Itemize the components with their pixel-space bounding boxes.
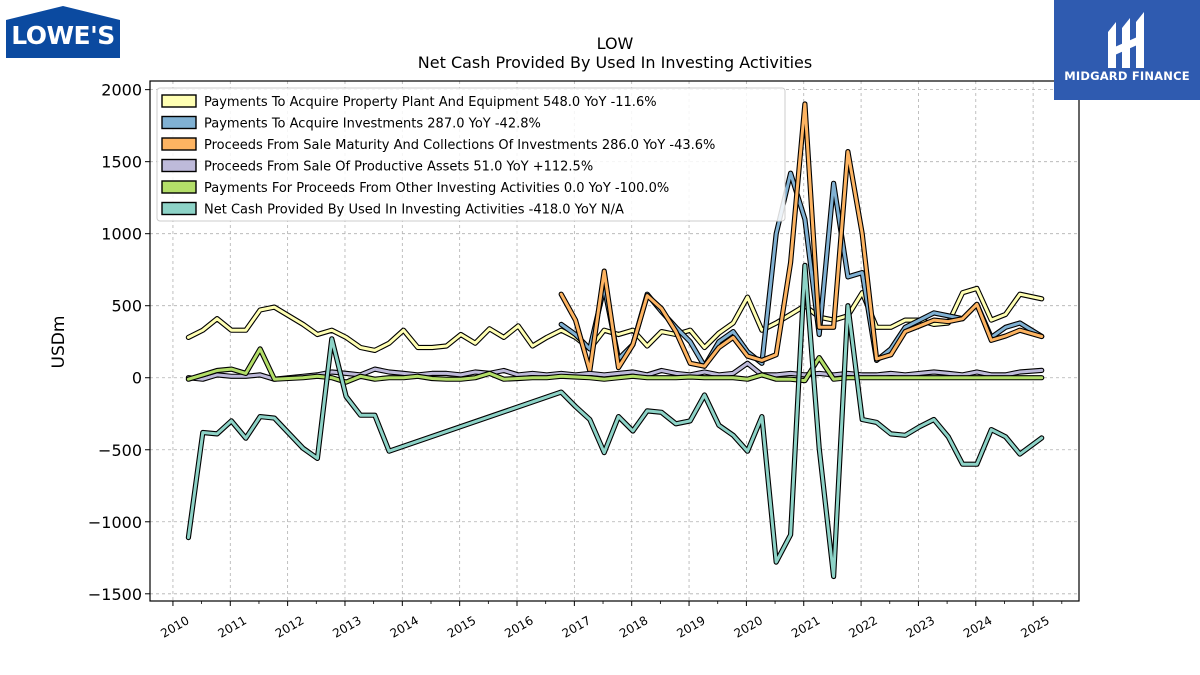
legend-entry: Payments To Acquire Investments 287.0 Yo…	[204, 117, 541, 132]
y-axis-label: USDm	[49, 316, 69, 369]
series-outline	[185, 262, 1045, 580]
legend-box	[156, 87, 786, 222]
y-tick-label: −500	[98, 441, 142, 460]
y-tick-label: −1500	[88, 585, 142, 604]
lowes-logo-text: LOWE'S	[11, 21, 115, 50]
legend-swatch	[161, 158, 197, 173]
x-tick-label: 2019	[674, 613, 707, 640]
lowes-logo: LOWE'S	[6, 6, 120, 58]
legend-swatch	[161, 201, 197, 216]
series-layer	[185, 101, 1045, 580]
chart-title: LOW	[597, 34, 634, 53]
x-tick-label: 2013	[330, 613, 363, 640]
series-stroke	[559, 102, 1044, 372]
x-tick-label: 2020	[732, 613, 765, 640]
y-tick-label: 1500	[101, 153, 142, 172]
midgard-logo-text: MIDGARD FINANCE	[1064, 69, 1190, 83]
x-tick-label: 2018	[617, 613, 650, 640]
legend-entry: Payments To Acquire Property Plant And E…	[204, 95, 657, 110]
x-tick-label: 2011	[216, 613, 249, 640]
legend-swatch	[161, 94, 197, 108]
legend-entry: Proceeds From Sale Maturity And Collecti…	[204, 138, 715, 153]
midgard-finance-logo: MIDGARD FINANCE	[1054, 0, 1200, 100]
chart-subtitle: Net Cash Provided By Used In Investing A…	[418, 53, 812, 72]
x-axis: 2010 2011 2012 2013 2014 2015 2016 2017 2018 2019…	[158, 601, 1063, 641]
y-tick-label: −1000	[88, 513, 142, 532]
x-tick-label: 2014	[388, 613, 421, 640]
y-tick-label: 500	[111, 297, 142, 316]
series-line-5	[185, 262, 1045, 580]
y-tick-label: 0	[132, 369, 142, 388]
midgard-mark-icon	[1108, 12, 1144, 68]
x-tick-label: 2016	[502, 613, 535, 640]
series-stroke	[186, 263, 1044, 578]
series-line-2	[558, 101, 1045, 374]
series-line-0	[185, 285, 1045, 353]
x-tick-label: 2023	[904, 613, 937, 640]
lowes-logo-shape	[6, 6, 120, 58]
x-tick-label: 2017	[560, 613, 593, 640]
x-tick-label: 2022	[846, 613, 879, 640]
plot-frame	[149, 80, 1080, 602]
legend-swatch	[161, 180, 197, 194]
legend: Payments To Acquire Property Plant And E…	[156, 87, 786, 222]
y-tick-label: 2000	[101, 81, 142, 100]
legend-swatch	[161, 137, 197, 151]
x-tick-label: 2012	[273, 613, 306, 640]
x-tick-label: 2024	[961, 613, 994, 640]
x-tick-label: 2015	[445, 613, 478, 640]
y-tick-label: 1000	[101, 225, 142, 244]
legend-entry: Proceeds From Sale Of Productive Assets …	[204, 160, 593, 175]
series-stroke	[186, 286, 1044, 352]
legend-swatch	[161, 115, 197, 130]
legend-entry: Net Cash Provided By Used In Investing A…	[204, 203, 624, 218]
x-tick-label: 2021	[789, 613, 822, 640]
x-tick-label: 2025	[1018, 613, 1051, 640]
y-axis: −1500 −1000 −500 0 500 1000 1500 2000	[88, 81, 150, 604]
legend-entry: Payments For Proceeds From Other Investi…	[204, 181, 669, 196]
x-tick-label: 2010	[158, 613, 191, 640]
